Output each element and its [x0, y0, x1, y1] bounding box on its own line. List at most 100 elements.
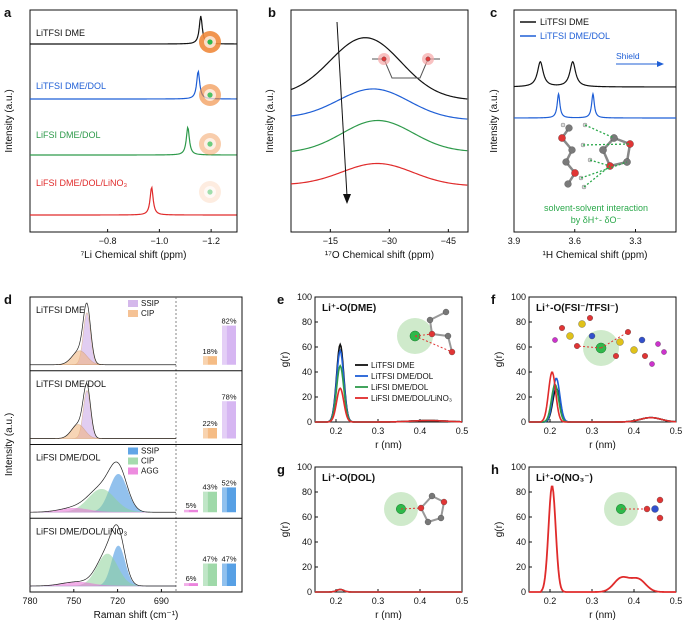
fraction-bar — [222, 401, 236, 439]
nmr-line — [290, 119, 468, 152]
x-axis-label: r (nm) — [375, 610, 402, 621]
li-environment-icon — [199, 84, 221, 106]
bar-label: 18% — [202, 347, 217, 356]
oxygen-atom — [626, 140, 634, 148]
x-tick-label: 0.5 — [456, 426, 469, 436]
coordination-dash — [576, 345, 602, 349]
y-tick-label: 60 — [516, 512, 526, 522]
series-label: LiTFSI DME — [36, 28, 85, 38]
oxygen-atom — [613, 353, 619, 359]
rdf-line — [529, 371, 677, 423]
bar-highlight — [184, 509, 189, 513]
row-label: LiTFSI DME/DOL — [36, 379, 106, 389]
y-axis-label: Intensity (a.u.) — [265, 89, 276, 152]
shift-arrow — [336, 21, 348, 197]
bar-label: 78% — [221, 392, 236, 401]
x-tick-label: 0.4 — [628, 596, 641, 606]
y-tick-label: 0 — [521, 587, 526, 597]
legend-label: CIP — [141, 457, 154, 466]
y-tick-label: 60 — [302, 512, 312, 522]
cip-peak-area — [30, 553, 176, 587]
legend-label: SSIP — [141, 447, 159, 456]
x-tick-label: 0.3 — [586, 596, 599, 606]
legend-label: LiTFSI DME — [540, 17, 589, 27]
y-tick-label: 0 — [307, 417, 312, 427]
panel-title: Li⁺-O(FSI⁻/TFSI⁻) — [536, 303, 619, 314]
nmr-line — [290, 37, 468, 100]
nmr-line — [290, 162, 468, 186]
nmr-line — [30, 15, 237, 45]
x-tick-label: 0.3 — [372, 426, 385, 436]
carbon-atom — [424, 518, 432, 526]
fluorine-atom — [655, 341, 661, 347]
x-tick-label: 0.4 — [628, 426, 641, 436]
fraction-bar — [184, 583, 198, 586]
bar-highlight — [203, 427, 208, 439]
sulfur-atom — [566, 332, 574, 340]
y-tick-label: 40 — [516, 537, 526, 547]
hbond-dashes — [580, 161, 628, 179]
x-tick-label: −30 — [382, 236, 397, 246]
y-axis-label: Intensity (a.u.) — [489, 89, 500, 152]
legend-label: AGG — [141, 467, 159, 476]
raman-envelope — [30, 302, 176, 366]
y-axis-label: g(r) — [280, 352, 291, 368]
li-environment-icon — [199, 133, 221, 155]
x-tick-label: 720 — [110, 596, 125, 606]
panel-letter: b — [268, 5, 276, 20]
fraction-bar — [184, 509, 198, 513]
legend-label: LiFSI DME/DOL — [371, 383, 429, 392]
y-axis-label: g(r) — [494, 352, 505, 368]
panel-b-frame — [290, 9, 469, 233]
fluorine-atom — [649, 361, 655, 367]
x-tick-label: 0.3 — [586, 426, 599, 436]
y-axis-label: Intensity (a.u.) — [4, 89, 15, 152]
carbon-atom — [565, 124, 573, 132]
y-tick-label: 20 — [302, 392, 312, 402]
y-tick-label: 60 — [302, 342, 312, 352]
fraction-bar — [203, 491, 217, 513]
bar-label: 22% — [202, 419, 217, 428]
y-tick-label: 0 — [307, 587, 312, 597]
x-axis-label: ¹⁷O Chemical shift (ppm) — [325, 250, 434, 261]
y-tick-label: 80 — [302, 487, 312, 497]
legend-label: CIP — [141, 309, 154, 318]
legend-label: LiFSI DME/DOL/LiNO₃ — [371, 394, 452, 403]
bar-highlight — [203, 563, 208, 586]
arrow-head — [657, 61, 664, 67]
x-axis-label: r (nm) — [589, 440, 616, 451]
panel-letter: d — [4, 292, 12, 307]
carbon-atom — [426, 316, 434, 324]
bar-label: 5% — [186, 501, 197, 510]
x-tick-label: 0.5 — [670, 426, 683, 436]
carbon-atom — [599, 146, 607, 154]
nmr-line — [290, 88, 468, 120]
x-tick-label: 0.2 — [330, 596, 343, 606]
series-label: LiTFSI DME/DOL — [36, 81, 106, 91]
li-environment-icon — [199, 31, 221, 53]
ssip-peak-area — [30, 390, 176, 439]
carbon-atom — [428, 492, 436, 500]
li-ion — [207, 39, 213, 45]
coordination-dash — [400, 507, 422, 510]
oxygen-atom — [559, 325, 565, 331]
panel-letter: c — [490, 5, 497, 20]
y-tick-label: 20 — [302, 562, 312, 572]
x-tick-label: −0.8 — [99, 236, 117, 246]
fraction-bar — [222, 325, 236, 365]
carbon-atom — [437, 514, 445, 522]
cip-peak-area — [30, 424, 176, 439]
y-tick-label: 60 — [516, 342, 526, 352]
li-ion — [207, 92, 213, 98]
x-tick-label: −1.2 — [202, 236, 220, 246]
panel-letter: a — [4, 5, 12, 20]
bar-label: 6% — [186, 574, 197, 583]
rdf-line — [529, 383, 677, 423]
x-axis-label: r (nm) — [375, 440, 402, 451]
shell-core — [204, 186, 216, 198]
x-axis-label: ⁷Li Chemical shift (ppm) — [81, 250, 187, 261]
ssip-peak-area — [30, 312, 176, 366]
x-axis-label: ¹H Chemical shift (ppm) — [542, 250, 647, 261]
y-tick-label: 40 — [516, 367, 526, 377]
nitrogen-atom — [651, 505, 659, 513]
